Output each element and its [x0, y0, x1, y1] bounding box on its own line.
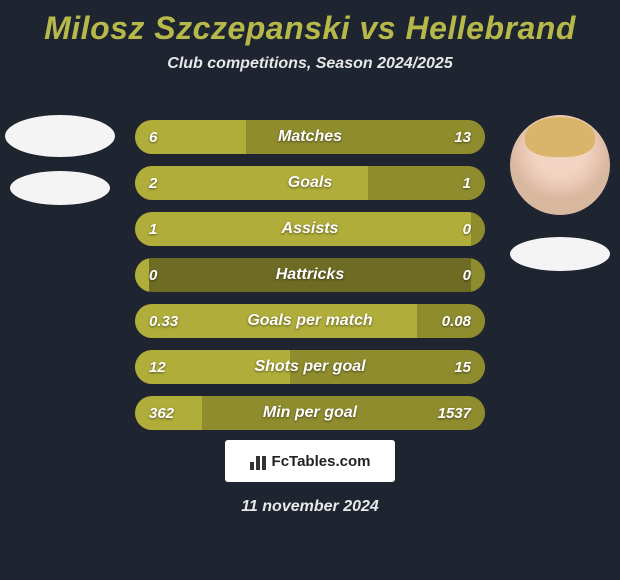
bar-chart-icon — [250, 452, 268, 470]
stat-row: 00Hattricks — [135, 258, 485, 292]
stat-label: Matches — [135, 120, 485, 154]
stat-row: 0.330.08Goals per match — [135, 304, 485, 338]
player-left-flag — [10, 171, 110, 205]
branding-badge: FcTables.com — [225, 440, 395, 482]
stat-label: Hattricks — [135, 258, 485, 292]
stat-row: 1215Shots per goal — [135, 350, 485, 384]
player-right-avatar — [510, 115, 610, 215]
date-label: 11 november 2024 — [0, 498, 620, 516]
player-right-area — [500, 115, 620, 271]
stat-row: 3621537Min per goal — [135, 396, 485, 430]
stat-label: Shots per goal — [135, 350, 485, 384]
stat-label: Goals — [135, 166, 485, 200]
stat-label: Goals per match — [135, 304, 485, 338]
stat-row: 613Matches — [135, 120, 485, 154]
stat-label: Assists — [135, 212, 485, 246]
page-title: Milosz Szczepanski vs Hellebrand — [0, 0, 620, 47]
player-right-flag — [510, 237, 610, 271]
stat-row: 10Assists — [135, 212, 485, 246]
branding-text: FcTables.com — [272, 453, 371, 470]
page-subtitle: Club competitions, Season 2024/2025 — [0, 55, 620, 73]
player-left-area — [0, 115, 120, 205]
stats-container: 613Matches 21Goals 10Assists 00Hattricks 0.3… — [135, 120, 485, 442]
stat-label: Min per goal — [135, 396, 485, 430]
player-left-avatar — [5, 115, 115, 157]
stat-row: 21Goals — [135, 166, 485, 200]
